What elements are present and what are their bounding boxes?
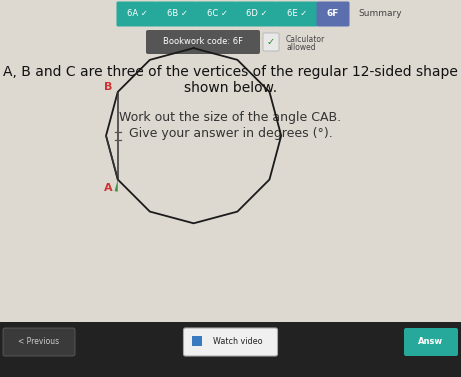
Bar bbox=[191, 336, 201, 346]
Text: B: B bbox=[104, 82, 112, 92]
Text: Work out the size of the angle CAB.: Work out the size of the angle CAB. bbox=[119, 112, 342, 124]
FancyBboxPatch shape bbox=[146, 30, 260, 54]
Text: ✓: ✓ bbox=[267, 37, 275, 47]
Text: Give your answer in degrees (°).: Give your answer in degrees (°). bbox=[129, 127, 332, 141]
Text: 6D ✓: 6D ✓ bbox=[246, 9, 268, 18]
Text: 6A ✓: 6A ✓ bbox=[127, 9, 148, 18]
Text: A, B and C are three of the vertices of the regular 12-sided shape: A, B and C are three of the vertices of … bbox=[3, 65, 458, 79]
FancyBboxPatch shape bbox=[117, 2, 158, 26]
Text: 6E ✓: 6E ✓ bbox=[287, 9, 307, 18]
Text: Watch video: Watch video bbox=[213, 337, 262, 346]
Bar bbox=[0, 322, 461, 377]
FancyBboxPatch shape bbox=[183, 328, 278, 356]
Text: allowed: allowed bbox=[286, 43, 316, 52]
Text: shown below.: shown below. bbox=[184, 81, 277, 95]
Text: A: A bbox=[103, 182, 112, 193]
Text: < Previous: < Previous bbox=[18, 337, 59, 346]
FancyBboxPatch shape bbox=[317, 2, 349, 26]
FancyBboxPatch shape bbox=[156, 2, 197, 26]
FancyBboxPatch shape bbox=[236, 2, 278, 26]
Wedge shape bbox=[115, 179, 118, 192]
Text: Summary: Summary bbox=[358, 9, 402, 18]
FancyBboxPatch shape bbox=[263, 33, 279, 51]
Text: 6F: 6F bbox=[327, 9, 339, 18]
Text: 6C ✓: 6C ✓ bbox=[207, 9, 227, 18]
Text: Bookwork code: 6F: Bookwork code: 6F bbox=[163, 37, 243, 46]
Text: 6B ✓: 6B ✓ bbox=[166, 9, 188, 18]
FancyBboxPatch shape bbox=[404, 328, 458, 356]
Text: Calculator: Calculator bbox=[286, 35, 325, 43]
FancyBboxPatch shape bbox=[196, 2, 237, 26]
FancyBboxPatch shape bbox=[3, 328, 75, 356]
FancyBboxPatch shape bbox=[277, 2, 318, 26]
Text: Answ: Answ bbox=[419, 337, 443, 346]
